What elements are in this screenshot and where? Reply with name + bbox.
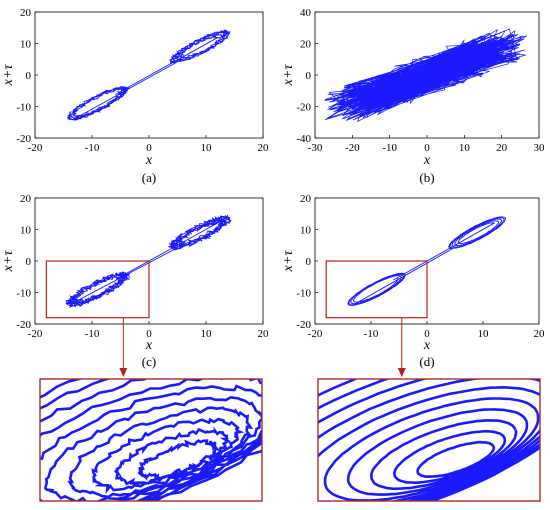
y-tick-label: 20 bbox=[300, 39, 312, 51]
y-tick-label: -10 bbox=[16, 288, 31, 300]
x-tick-label: 10 bbox=[459, 142, 471, 154]
zoom-arrowhead bbox=[397, 368, 406, 377]
x-tick-label: -20 bbox=[28, 328, 43, 340]
zoomed-trajectory bbox=[318, 379, 540, 501]
x-tick-label: 10 bbox=[201, 142, 213, 154]
chart-panel-1: -30 -20 -10 0 10 20 30 -40 -20 0 20 40 x x+τ (b) bbox=[281, 7, 545, 185]
panel-caption: (a) bbox=[142, 170, 156, 185]
chart-panel-0: -20 -10 0 10 20 -20 -10 0 10 20 x x+τ (a) bbox=[1, 7, 269, 185]
y-tick-label: -20 bbox=[16, 133, 31, 145]
y-tick-label: -20 bbox=[296, 102, 311, 114]
x-tick-label: 20 bbox=[258, 142, 270, 154]
x-tick-label: -20 bbox=[28, 142, 43, 154]
zoomed-trajectory bbox=[40, 379, 262, 501]
y-tick-label: 20 bbox=[300, 193, 312, 205]
y-axis-label: x+τ bbox=[1, 250, 16, 273]
zoom-arrowhead bbox=[119, 368, 128, 377]
zoom-region-box bbox=[325, 260, 428, 319]
trajectory-line bbox=[347, 216, 507, 306]
x-axis-label: x bbox=[145, 338, 153, 353]
y-tick-label: 0 bbox=[26, 70, 32, 82]
y-tick-label: 10 bbox=[20, 225, 32, 237]
x-tick-label: 10 bbox=[201, 328, 213, 340]
y-tick-label: -10 bbox=[16, 102, 31, 114]
y-axis-label: x+τ bbox=[281, 250, 296, 273]
x-tick-label: 10 bbox=[478, 328, 490, 340]
x-tick-label: -20 bbox=[345, 142, 360, 154]
x-tick-label: 30 bbox=[534, 142, 546, 154]
x-tick-label: -10 bbox=[364, 328, 379, 340]
x-axis-label: x bbox=[423, 153, 431, 168]
x-tick-label: 0 bbox=[146, 328, 152, 340]
x-tick-label: -10 bbox=[85, 328, 100, 340]
x-tick-label: -30 bbox=[308, 142, 323, 154]
y-tick-label: 0 bbox=[26, 256, 32, 268]
zoom-region-box bbox=[45, 260, 150, 319]
zoom-inset-frame bbox=[317, 378, 541, 502]
chart-panel-3: -20 -10 0 10 20 -20 -10 0 10 20 x x+τ (d) bbox=[281, 193, 545, 369]
x-tick-label: -10 bbox=[85, 142, 100, 154]
x-tick-label: 0 bbox=[146, 142, 152, 154]
zoom-inset-1 bbox=[317, 317, 541, 502]
x-tick-label: 20 bbox=[534, 328, 546, 340]
x-axis-label: x bbox=[145, 153, 153, 168]
trajectory-line bbox=[324, 28, 528, 123]
x-tick-label: 20 bbox=[258, 328, 270, 340]
y-tick-label: 0 bbox=[306, 70, 312, 82]
y-tick-label: -20 bbox=[296, 319, 311, 331]
y-tick-label: -10 bbox=[296, 288, 311, 300]
y-tick-label: 0 bbox=[306, 256, 312, 268]
y-tick-label: -20 bbox=[16, 319, 31, 331]
chart-panel-2: -20 -10 0 10 20 -20 -10 0 10 20 x x+τ (c) bbox=[1, 193, 269, 369]
x-tick-label: 0 bbox=[424, 328, 430, 340]
y-tick-label: 10 bbox=[20, 39, 32, 51]
y-tick-label: 10 bbox=[300, 225, 312, 237]
y-tick-label: 40 bbox=[300, 7, 312, 19]
y-axis-label: x+τ bbox=[281, 64, 296, 87]
x-tick-label: 20 bbox=[496, 142, 508, 154]
x-tick-label: -10 bbox=[382, 142, 397, 154]
y-tick-label: 20 bbox=[20, 193, 32, 205]
zoom-inset-0 bbox=[39, 317, 263, 502]
panel-caption: (b) bbox=[419, 170, 434, 185]
x-axis-label: x bbox=[423, 338, 431, 353]
panel-caption: (c) bbox=[142, 354, 156, 369]
trajectory-line bbox=[65, 214, 232, 308]
zoom-inset-frame bbox=[39, 378, 263, 502]
trajectory-line bbox=[66, 29, 232, 121]
y-tick-label: 20 bbox=[20, 7, 32, 19]
x-tick-label: 0 bbox=[424, 142, 430, 154]
y-tick-label: -40 bbox=[296, 133, 311, 145]
panel-caption: (d) bbox=[419, 354, 434, 369]
y-axis-label: x+τ bbox=[1, 64, 16, 87]
x-tick-label: -20 bbox=[308, 328, 323, 340]
